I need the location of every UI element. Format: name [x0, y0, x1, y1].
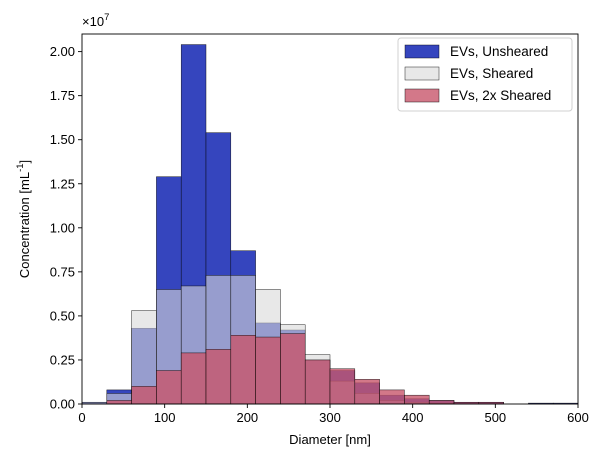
- y-tick-label: 1.25: [50, 176, 75, 191]
- y-tick-label: 0.75: [50, 264, 75, 279]
- legend-frame: [397, 37, 573, 112]
- legend-label: EVs, 2x Sheared: [450, 88, 551, 103]
- legend: EVs, Unsheared EVs, Sheared EVs, 2x Sheare…: [397, 37, 573, 112]
- bars-layer: [81, 44, 579, 405]
- x-axis: 0 100 200 300 400 500 600: [78, 404, 589, 425]
- legend-label: EVs, Sheared: [450, 66, 533, 81]
- bar: [156, 370, 182, 405]
- bar: [255, 336, 281, 405]
- bar: [230, 335, 256, 405]
- x-axis-title: Diameter [nm]: [289, 432, 371, 447]
- bar: [329, 368, 356, 405]
- y-tick-label: 0.50: [50, 308, 75, 323]
- x-tick-label: 500: [484, 410, 506, 425]
- y-axis-title: Concentration [mL-1]: [15, 160, 32, 278]
- bar: [180, 352, 207, 405]
- x-tick-label: 400: [402, 410, 424, 425]
- y-tick-label: 1.50: [50, 132, 75, 147]
- bar: [404, 394, 430, 405]
- bar: [131, 386, 157, 405]
- x-tick-label: 100: [154, 410, 176, 425]
- bar: [205, 349, 232, 405]
- scale-multiplier: ×107: [82, 12, 109, 29]
- y-tick-label: 0.25: [50, 352, 75, 367]
- legend-label: EVs, Unsheared: [450, 44, 548, 59]
- y-tick-label: 2.00: [50, 44, 75, 59]
- series-3: [106, 333, 504, 405]
- y-tick-label: 0.00: [50, 397, 75, 412]
- bar: [428, 400, 455, 405]
- y-tick-label: 1.75: [50, 88, 75, 103]
- legend-swatch: [404, 66, 440, 81]
- x-tick-label: 300: [319, 410, 341, 425]
- bar: [304, 359, 331, 405]
- x-tick-label: 200: [236, 410, 258, 425]
- x-tick-label: 0: [78, 410, 85, 425]
- x-tick-label: 600: [567, 410, 589, 425]
- bar: [354, 379, 380, 405]
- bar: [106, 400, 132, 405]
- legend-swatch: [404, 44, 440, 59]
- y-axis: 0.00 0.25 0.50 0.75 1.00 1.25 1.50 1.75 2.00: [50, 44, 82, 412]
- legend-swatch: [404, 88, 440, 103]
- bar: [280, 333, 306, 405]
- y-tick-label: 1.00: [50, 220, 75, 235]
- bar: [379, 389, 405, 405]
